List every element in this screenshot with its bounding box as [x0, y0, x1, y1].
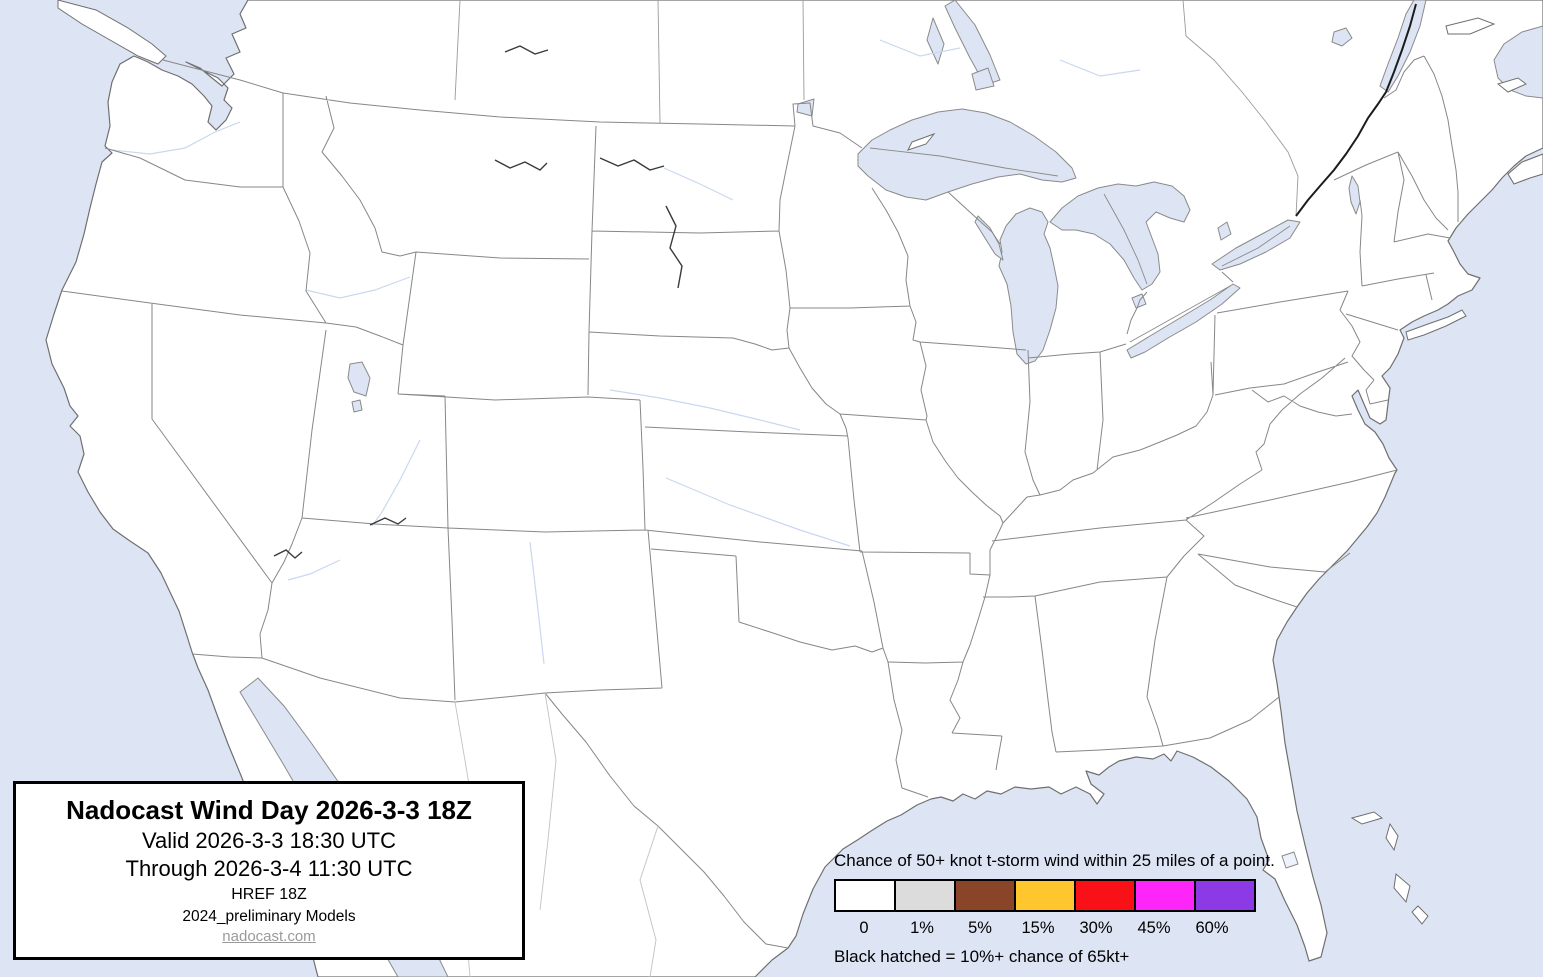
lake-nipigon	[971, 67, 995, 91]
anticosti-island	[1445, 17, 1496, 35]
vancouver-island	[57, 0, 167, 65]
lake-erie	[1126, 283, 1241, 359]
legend-swatches	[834, 879, 1275, 912]
legend-label-6: 60%	[1195, 919, 1229, 937]
probability-legend: Chance of 50+ knot t-storm wind within 2…	[834, 851, 1275, 967]
nadocast-link[interactable]: nadocast.com	[222, 928, 316, 946]
lake-ontario	[1211, 219, 1301, 271]
legend-label-0: 0	[859, 919, 869, 937]
state-borders	[61, 55, 1459, 949]
green-bay	[974, 215, 1004, 261]
lake-huron	[1049, 181, 1191, 291]
lake-champlain	[1348, 175, 1361, 215]
legend-label-5: 45%	[1137, 919, 1171, 937]
long-island	[1405, 309, 1467, 341]
lake-michigan	[998, 207, 1059, 365]
rivers	[111, 39, 1141, 665]
lake-st-jean	[1331, 27, 1353, 47]
legend-label-3: 15%	[1021, 919, 1055, 937]
us-canada-dark-border	[1295, 3, 1417, 217]
isle-royale	[907, 132, 936, 151]
lake-border-lines	[869, 147, 1291, 343]
nova-scotia	[1507, 153, 1543, 185]
utah-lake	[351, 399, 363, 413]
models-line: 2024_preliminary Models	[182, 907, 356, 925]
legend-label-2: 5%	[968, 919, 992, 937]
legend-swatch-1	[894, 879, 956, 912]
valid-time: Valid 2026-3-3 18:30 UTC	[142, 827, 396, 853]
legend-swatch-3	[1014, 879, 1076, 912]
reservoir-rivers	[273, 45, 683, 559]
lake-superior	[857, 108, 1077, 201]
prince-edward-island	[1496, 77, 1527, 93]
islands	[57, 0, 1527, 925]
forecast-title: Nadocast Wind Day 2026-3-3 18Z	[66, 794, 472, 825]
legend-label-4: 30%	[1079, 919, 1113, 937]
legend-note: Black hatched = 10%+ chance of 65kt+	[834, 947, 1130, 966]
great-salt-lake	[347, 361, 371, 397]
lake-simcoe	[1217, 221, 1232, 241]
legend-swatch-5	[1134, 879, 1196, 912]
legend-labels: 0 1% 5% 15% 30% 45% 60%	[834, 919, 1275, 938]
bahamas-islands	[1350, 811, 1429, 925]
legend-swatch-2	[954, 879, 1016, 912]
legend-swatch-6	[1194, 879, 1256, 912]
forecast-info-box: Nadocast Wind Day 2026-3-3 18Z Valid 202…	[13, 781, 525, 960]
model-run: HREF 18Z	[231, 885, 307, 903]
legend-label-1: 1%	[910, 919, 934, 937]
legend-title: Chance of 50+ knot t-storm wind within 2…	[834, 851, 1275, 870]
legend-swatch-4	[1074, 879, 1136, 912]
through-time: Through 2026-3-4 11:30 UTC	[125, 856, 413, 882]
canada-borders	[454, 0, 1299, 217]
lake-okeechobee	[1281, 851, 1299, 869]
legend-swatch-0	[834, 879, 896, 912]
great-lakes	[347, 0, 1361, 869]
